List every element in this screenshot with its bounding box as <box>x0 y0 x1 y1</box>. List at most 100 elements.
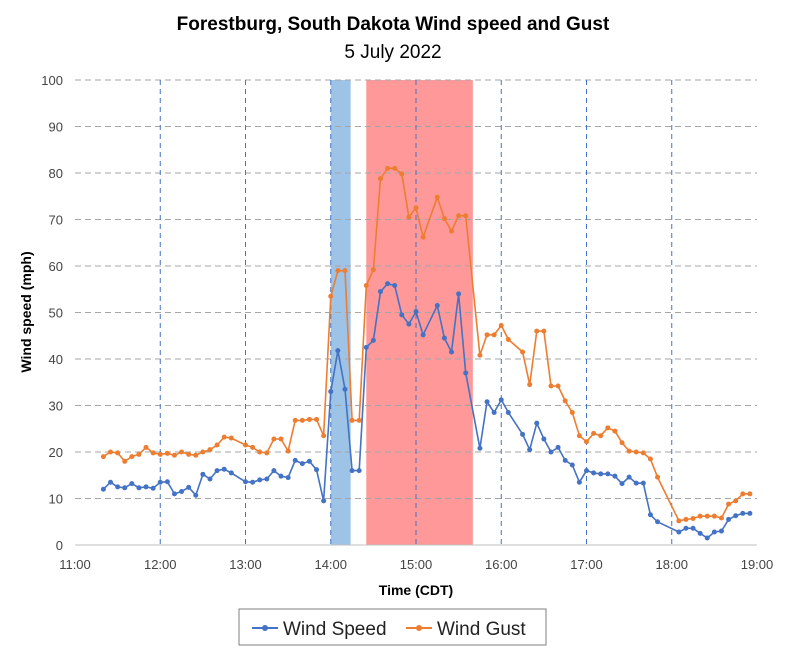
point-wind-gust-22 <box>264 450 270 456</box>
point-wind-gust-68 <box>612 428 618 434</box>
x-tick-label-1900: 19:00 <box>741 557 774 572</box>
y-tick-label-100: 100 <box>41 73 63 88</box>
point-wind-speed-27 <box>299 461 305 467</box>
point-wind-speed-64 <box>584 468 589 474</box>
y-axis-title: Wind speed (mph) <box>18 251 34 372</box>
point-wind-gust-37 <box>370 267 376 273</box>
point-wind-gust-21 <box>257 449 263 455</box>
point-wind-gust-77 <box>690 515 696 521</box>
point-wind-gust-58 <box>541 328 547 334</box>
point-wind-speed-41 <box>399 312 405 318</box>
point-wind-gust-23 <box>271 436 277 442</box>
y-tick-labels: 0 10 20 30 40 50 60 70 80 90 100 <box>41 73 63 553</box>
series-wind-gust <box>100 165 753 524</box>
point-wind-gust-4 <box>129 454 135 460</box>
point-wind-gust-18 <box>228 435 234 441</box>
legend-marker-wind-gust <box>416 625 422 631</box>
point-wind-gust-1 <box>108 449 114 455</box>
point-wind-gust-17 <box>221 434 227 440</box>
point-wind-speed-75 <box>676 529 682 535</box>
point-wind-speed-60 <box>555 444 561 450</box>
point-wind-gust-31 <box>328 293 334 299</box>
y-tick-label-40: 40 <box>49 352 63 367</box>
point-wind-gust-19 <box>243 442 248 448</box>
y-tick-label-30: 30 <box>49 399 63 414</box>
point-wind-gust-28 <box>306 416 312 422</box>
point-wind-speed-77 <box>690 525 696 531</box>
point-wind-speed-45 <box>434 303 440 309</box>
point-wind-speed-70 <box>626 474 632 480</box>
point-wind-gust-2 <box>115 450 121 456</box>
point-wind-gust-72 <box>640 450 646 456</box>
point-wind-gust-25 <box>285 448 291 454</box>
point-wind-gust-46 <box>441 216 447 222</box>
point-wind-speed-34 <box>349 468 355 474</box>
point-wind-speed-50 <box>477 445 483 451</box>
x-tick-label-1400: 14:00 <box>314 557 347 572</box>
point-wind-speed-72 <box>640 480 646 486</box>
point-wind-speed-65 <box>591 470 597 476</box>
point-wind-gust-79 <box>704 513 710 519</box>
x-tick-label-1800: 18:00 <box>655 557 688 572</box>
point-wind-gust-76 <box>683 516 689 522</box>
point-wind-gust-53 <box>498 323 504 329</box>
point-wind-speed-61 <box>562 457 568 463</box>
legend-label-wind-gust: Wind Gust <box>437 619 526 640</box>
point-wind-gust-27 <box>299 417 305 423</box>
point-wind-gust-82 <box>726 501 732 507</box>
point-wind-speed-44 <box>420 332 426 338</box>
point-wind-speed-0 <box>100 486 106 492</box>
point-wind-gust-48 <box>456 213 462 219</box>
point-wind-speed-63 <box>576 479 582 485</box>
point-wind-speed-57 <box>534 420 540 426</box>
point-wind-gust-85 <box>747 491 753 497</box>
point-wind-speed-67 <box>605 471 611 477</box>
point-wind-speed-18 <box>228 470 234 476</box>
point-wind-gust-71 <box>633 449 639 455</box>
point-wind-gust-74 <box>655 474 661 480</box>
point-wind-gust-29 <box>314 416 320 422</box>
point-wind-speed-33 <box>342 386 348 392</box>
point-wind-speed-5 <box>136 485 142 491</box>
point-wind-gust-61 <box>562 398 568 404</box>
point-wind-gust-38 <box>377 176 383 182</box>
point-wind-speed-59 <box>548 449 554 455</box>
point-wind-gust-45 <box>434 194 440 200</box>
point-wind-gust-60 <box>555 383 561 389</box>
point-wind-speed-3 <box>122 485 128 491</box>
point-wind-gust-57 <box>534 328 540 334</box>
point-wind-gust-10 <box>171 452 177 458</box>
legend: Wind Speed Wind Gust <box>238 608 547 646</box>
legend-marker-wind-speed <box>262 625 268 631</box>
point-wind-speed-78 <box>697 530 703 536</box>
point-wind-speed-2 <box>115 484 121 490</box>
point-wind-speed-12 <box>186 484 192 490</box>
point-wind-speed-42 <box>406 321 412 327</box>
point-wind-gust-8 <box>157 451 163 457</box>
point-wind-speed-48 <box>456 291 462 297</box>
point-wind-speed-53 <box>498 397 504 403</box>
point-wind-gust-26 <box>292 417 298 423</box>
point-wind-speed-13 <box>193 492 199 498</box>
x-tick-label-1600: 16:00 <box>485 557 518 572</box>
y-tick-label-20: 20 <box>49 445 63 460</box>
point-wind-gust-15 <box>207 447 213 453</box>
point-wind-speed-6 <box>143 484 149 490</box>
point-wind-speed-8 <box>157 479 163 485</box>
point-wind-gust-34 <box>349 417 355 423</box>
point-wind-gust-41 <box>399 171 405 177</box>
point-wind-speed-37 <box>370 337 376 343</box>
point-wind-gust-59 <box>548 383 554 389</box>
point-wind-speed-54 <box>505 409 511 415</box>
point-wind-speed-47 <box>449 349 455 355</box>
point-wind-speed-40 <box>392 283 398 289</box>
y-tick-label-80: 80 <box>49 166 63 181</box>
point-wind-gust-50 <box>477 352 483 358</box>
point-wind-gust-24 <box>278 436 284 442</box>
point-wind-gust-51 <box>484 332 490 338</box>
point-wind-gust-5 <box>136 451 142 457</box>
point-wind-gust-30 <box>321 433 327 439</box>
point-wind-speed-74 <box>655 519 661 525</box>
chart-title: Forestburg, South Dakota Wind speed and … <box>177 14 610 35</box>
